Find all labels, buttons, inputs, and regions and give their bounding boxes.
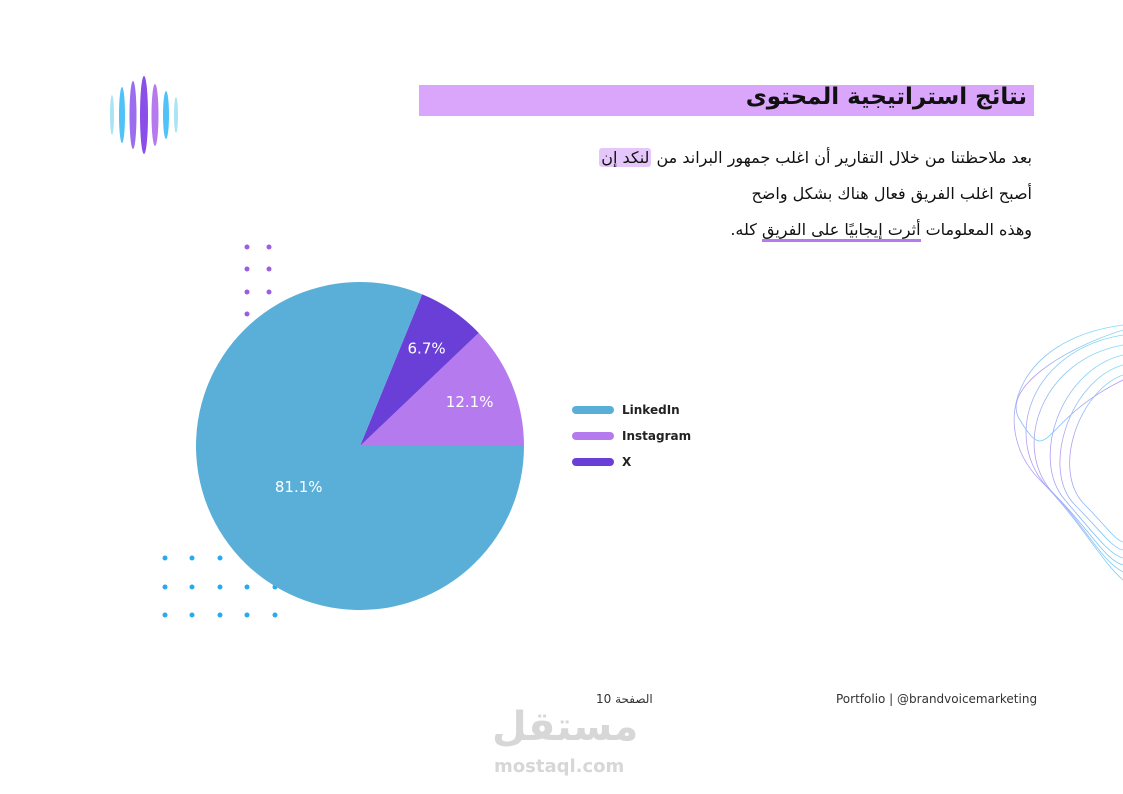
underlined-text: أثرت إيجابيًا على الفريق — [761, 220, 921, 242]
slice-label: 81.1% — [275, 478, 323, 496]
legend-label: LinkedIn — [622, 403, 680, 417]
title-highlight — [419, 85, 1034, 116]
watermark: مستقل — [492, 704, 639, 750]
legend-label: X — [622, 455, 632, 469]
pie-slice — [360, 294, 479, 446]
bars-icon — [110, 76, 178, 154]
slice-label: 12.1% — [446, 393, 494, 411]
page-number: الصفحة 10 — [596, 692, 653, 706]
legend-label: Instagram — [622, 429, 691, 443]
paragraph-line: بعد ملاحظتنا من خلال التقارير أن اغلب جم… — [599, 148, 1032, 167]
legend-swatch — [572, 432, 614, 440]
pie-slice — [360, 332, 524, 446]
wave-decor — [1013, 324, 1123, 581]
text: وهذه المعلومات — [925, 220, 1032, 239]
pie-slice — [195, 282, 524, 610]
slice-label: 6.7% — [408, 339, 446, 357]
text: بعد ملاحظتنا من خلال التقارير أن اغلب جم… — [656, 148, 1033, 167]
paragraph-line: أصبح اغلب الفريق فعال هناك بشكل واضح — [751, 184, 1032, 203]
text: كله. — [730, 220, 757, 239]
purple-dots — [244, 244, 272, 317]
pie-chart: 12.1% 6.7% 81.1% — [195, 282, 524, 610]
legend: LinkedIn Instagram X — [572, 403, 691, 469]
watermark-url: mostaql.com — [494, 756, 625, 777]
highlighted-text: لنكد إن — [599, 148, 652, 167]
legend-swatch — [572, 406, 614, 414]
paragraph-line: وهذه المعلومات أثرت إيجابيًا على الفريق … — [730, 220, 1032, 242]
slide-title: نتائج استراتيجية المحتوى — [745, 84, 1027, 110]
credit: Portfolio | @brandvoicemarketing — [836, 692, 1038, 706]
legend-swatch — [572, 458, 614, 466]
